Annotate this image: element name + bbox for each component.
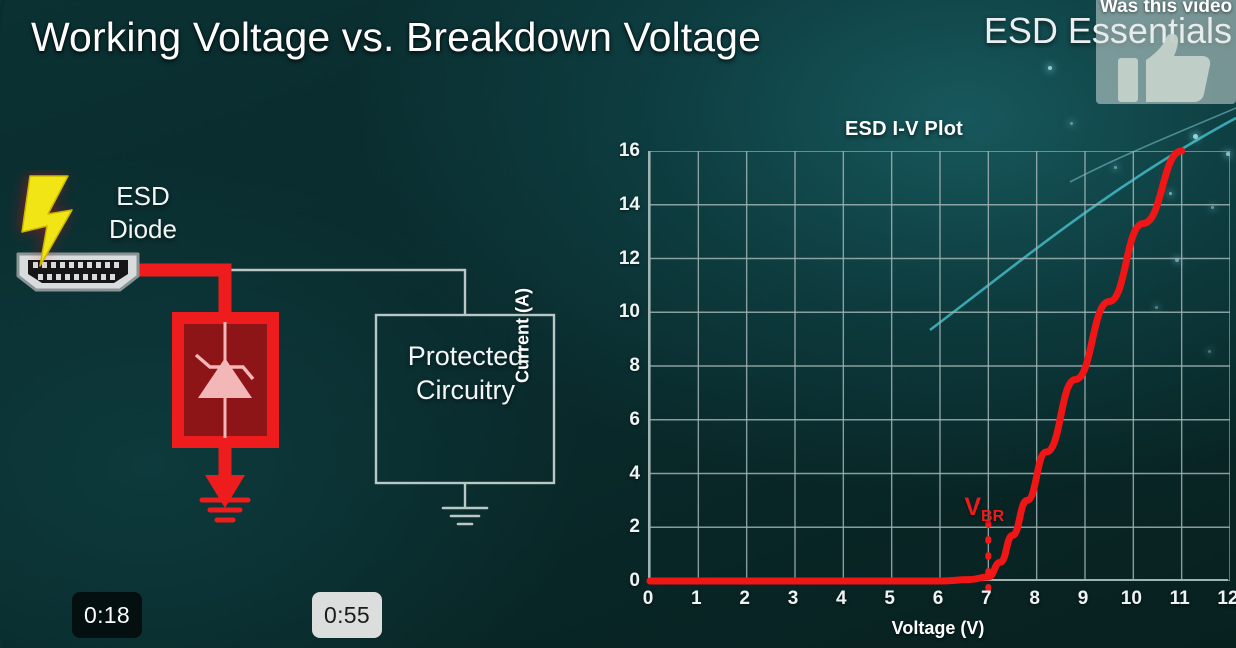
x-tick-label: 11 <box>1169 588 1190 609</box>
y-tick-label: 4 <box>629 462 640 484</box>
chart-x-axis-ticks: 0 1 2 3 4 5 6 7 8 9 10 11 12 <box>643 588 1236 614</box>
vbr-symbol: V <box>964 492 982 521</box>
current-arrow <box>205 475 245 508</box>
y-tick-label: 10 <box>618 301 640 323</box>
chart-y-axis-label: Current (A) <box>512 288 533 383</box>
vbr-subscript: BR <box>981 507 1005 525</box>
ground-icon-protected <box>441 506 489 526</box>
zener-cathode-bar <box>194 353 255 381</box>
y-tick-label: 14 <box>618 193 640 215</box>
y-tick-label: 2 <box>629 516 640 538</box>
diode-triangle <box>198 358 252 398</box>
vbr-annotation: VBR <box>964 492 1005 525</box>
esd-protection-circuit-diagram <box>16 175 556 526</box>
protected-circuitry-label: Protected Circuitry <box>378 340 553 408</box>
x-tick-label: 8 <box>1029 588 1040 609</box>
x-tick-label: 2 <box>739 588 750 609</box>
x-tick-label: 12 <box>1217 588 1236 609</box>
protected-label-line2: Circuitry <box>416 374 515 405</box>
chart-series-layer <box>646 147 1186 592</box>
chart-title: ESD I-V Plot <box>845 118 963 140</box>
y-tick-label: 0 <box>629 570 640 591</box>
chart-x-axis-label: Voltage (V) <box>891 618 985 638</box>
x-tick-label: 1 <box>691 588 702 609</box>
x-tick-label: 9 <box>1077 588 1089 609</box>
total-time-badge[interactable]: 0:55 <box>312 592 382 638</box>
like-prompt-overlay[interactable]: Was this video <box>1096 0 1236 104</box>
esd-diode-label-line1: ESD <box>116 181 170 211</box>
y-tick-label: 12 <box>618 247 640 269</box>
x-tick-label: 5 <box>884 588 895 609</box>
x-tick-label: 6 <box>932 588 944 609</box>
x-tick-label: 3 <box>787 588 799 609</box>
esd-iv-chart: ESD I-V Plot 0 2 4 6 8 10 12 14 16 0 1 2 3 4 5 6 7 8 9 10 1… <box>513 110 1236 648</box>
y-tick-label: 16 <box>618 140 640 161</box>
esd-diode-label-line2: Diode <box>109 214 177 245</box>
thumbs-up-icon[interactable] <box>1118 32 1214 104</box>
surge-current-wire <box>132 263 232 320</box>
y-tick-label: 8 <box>629 355 640 376</box>
like-prompt-text: Was this video <box>1099 0 1233 17</box>
lightning-bolt-icon <box>20 175 73 267</box>
chart-y-axis-ticks: 0 2 4 6 8 10 12 14 16 <box>598 140 640 591</box>
hdmi-pins <box>33 262 119 280</box>
chart-plot-area <box>646 147 1230 592</box>
x-tick-label: 7 <box>981 588 992 609</box>
hdmi-connector <box>16 252 140 292</box>
current-time-badge[interactable]: 0:18 <box>72 592 142 638</box>
chart-grid <box>650 151 1230 581</box>
x-tick-label: 10 <box>1120 588 1142 609</box>
ground-icon-diode <box>199 497 251 523</box>
protected-label-line1: Protected <box>407 341 524 371</box>
esd-diode-label: ESD Diode <box>88 180 198 247</box>
x-tick-label: 4 <box>836 588 847 609</box>
x-tick-label: 0 <box>642 588 654 609</box>
signal-wire <box>140 268 467 315</box>
y-tick-label: 6 <box>629 408 640 430</box>
page-title: Working Voltage vs. Breakdown Voltage <box>31 14 761 60</box>
